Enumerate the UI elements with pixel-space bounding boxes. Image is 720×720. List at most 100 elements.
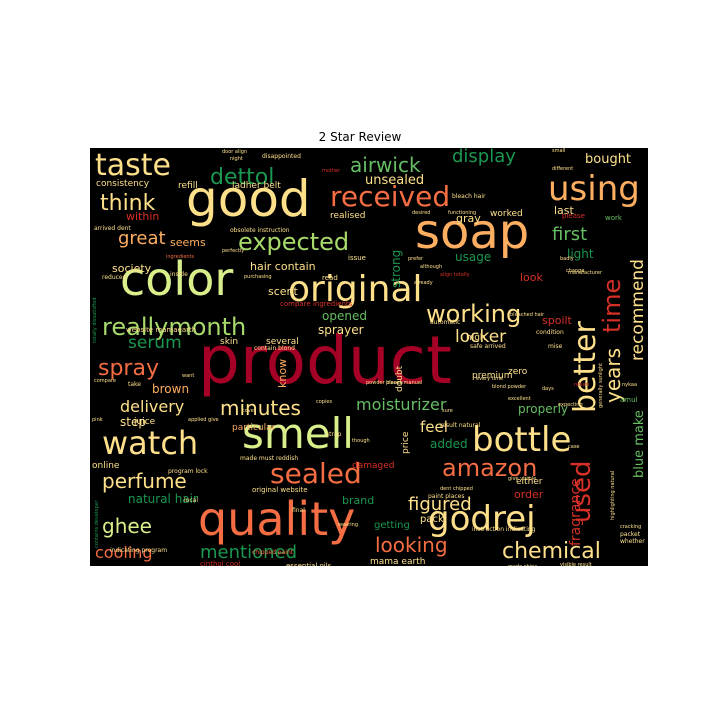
word-hair-contain: hair contain <box>250 260 316 273</box>
word-read: read <box>322 274 338 282</box>
word-highlighting-natural: highlighting natural <box>610 471 616 520</box>
word-recommend: recommend <box>628 259 648 361</box>
word-usage: usage <box>455 250 491 264</box>
word-premium: premium <box>472 371 513 381</box>
word-reduced: reduced <box>102 274 127 281</box>
word-indicating-program: indicating program <box>110 547 167 554</box>
word-blue-make: blue make <box>632 410 647 478</box>
word-copies: copies <box>316 399 332 405</box>
word-doubt: doubt <box>395 365 405 392</box>
chart-title: 2 Star Review <box>318 130 402 144</box>
word-years: years <box>601 348 625 403</box>
word-small: small <box>552 148 565 154</box>
word-worked: worked <box>490 209 523 219</box>
word-totally-dissatisfied: totally dissatisfied <box>92 297 98 343</box>
word-within: within <box>126 210 159 223</box>
word-compare-ingredients: compare ingredients <box>280 300 353 308</box>
word-either: either <box>516 477 543 487</box>
word-want: want <box>182 373 194 379</box>
word-strong: strong <box>389 250 403 288</box>
word-cracking: cracking <box>620 524 641 530</box>
word-figured: figured <box>408 494 472 515</box>
word-brand: brand <box>342 494 374 507</box>
word-paint-places: paint places <box>428 493 464 500</box>
word-light: light <box>567 247 594 261</box>
word-different: different <box>552 166 573 172</box>
word-soap: soap <box>415 204 529 260</box>
word-made-china: made china <box>508 564 537 566</box>
word-minutes: minutes <box>220 396 301 420</box>
word-take: take <box>128 381 141 388</box>
word-mother: mother <box>322 168 341 174</box>
word-pack: pack <box>420 514 444 525</box>
word-prefer: prefer <box>408 256 424 262</box>
word-compare: compare <box>94 378 116 384</box>
word-good: good <box>186 170 311 228</box>
word-first: first <box>552 224 587 245</box>
word-please: please <box>562 212 585 220</box>
word-essential-oils: essential oils <box>286 562 332 566</box>
word-expecting: expecting <box>558 402 583 408</box>
word-opened: opened <box>322 309 367 323</box>
word-issue: issue <box>348 254 366 262</box>
word-purchasing: purchasing <box>244 274 272 280</box>
word-feel: feel <box>420 418 448 436</box>
word-know: know <box>276 359 289 388</box>
word-think: think <box>100 191 156 216</box>
word-instruction-indicating: instruction indicating <box>472 526 536 533</box>
word-whether: whether <box>620 538 645 545</box>
word-quality: quality <box>198 492 355 546</box>
word-great: great <box>118 228 166 249</box>
word-mama-earth: mama earth <box>370 557 425 566</box>
word-expected: expected <box>238 228 349 256</box>
word-juice: juice <box>133 417 156 427</box>
word-high: high <box>466 333 486 343</box>
word-bought: bought <box>585 152 631 167</box>
word-received: received <box>330 180 450 213</box>
word-society: society <box>112 262 152 275</box>
word-obsolete-instruction: obsolete instruction <box>230 227 290 234</box>
word-return: return <box>574 382 589 388</box>
word-program-lock: program lock <box>168 468 208 475</box>
word-added: added <box>430 437 468 451</box>
word-change: change <box>566 268 584 274</box>
word-condition: condition <box>536 329 564 336</box>
word-sealed: sealed <box>270 457 362 490</box>
word-unsealed: unsealed <box>365 173 424 188</box>
word-used: used <box>567 460 597 523</box>
word-automatic: automatic <box>430 319 460 326</box>
word-strap: strap <box>326 431 342 438</box>
word-contains-developer: contains developer <box>94 499 100 548</box>
word-consistency: consistency <box>96 179 150 189</box>
word-last: last <box>554 204 575 217</box>
word-spray: spray <box>98 356 159 381</box>
word-excellent: excellent <box>508 396 531 402</box>
word-bleached-hair: bleached hair <box>510 312 545 318</box>
word-align-totally: align totally <box>440 272 470 278</box>
word-sprayer: sprayer <box>318 323 364 337</box>
word-generally-sunlight: generally sunlight <box>598 363 604 408</box>
word-days: days <box>542 386 554 392</box>
word-perfume: perfume <box>102 469 187 493</box>
word-sure: sure <box>442 408 453 414</box>
word-case: case <box>568 444 580 450</box>
word-final: final <box>292 507 305 514</box>
word-result-natural: result natural <box>440 422 481 429</box>
word-fragrance: fragrance <box>568 478 584 546</box>
word-working: working <box>426 300 521 328</box>
word-time: time <box>598 279 626 333</box>
word-scent: scent <box>268 285 299 298</box>
word-website-mamaearth: website mamaearth <box>126 326 196 334</box>
word-although: although <box>420 264 442 270</box>
word-cloud-canvas: product good soap color quality smell original… <box>92 148 648 566</box>
word-smell: smell <box>242 409 354 458</box>
word-cinthol-cool: cinthol cool <box>200 560 240 566</box>
word-night: night <box>230 156 243 162</box>
word-damaged: damaged <box>352 461 394 471</box>
word-amazon: amazon <box>442 454 537 482</box>
word-arrived-dent: arrived dent <box>94 225 131 232</box>
word-door-align: door align <box>222 149 247 155</box>
word-brown: brown <box>152 382 189 396</box>
word-nykaa: nykaa <box>622 382 637 388</box>
word-locker: locker <box>455 327 506 347</box>
